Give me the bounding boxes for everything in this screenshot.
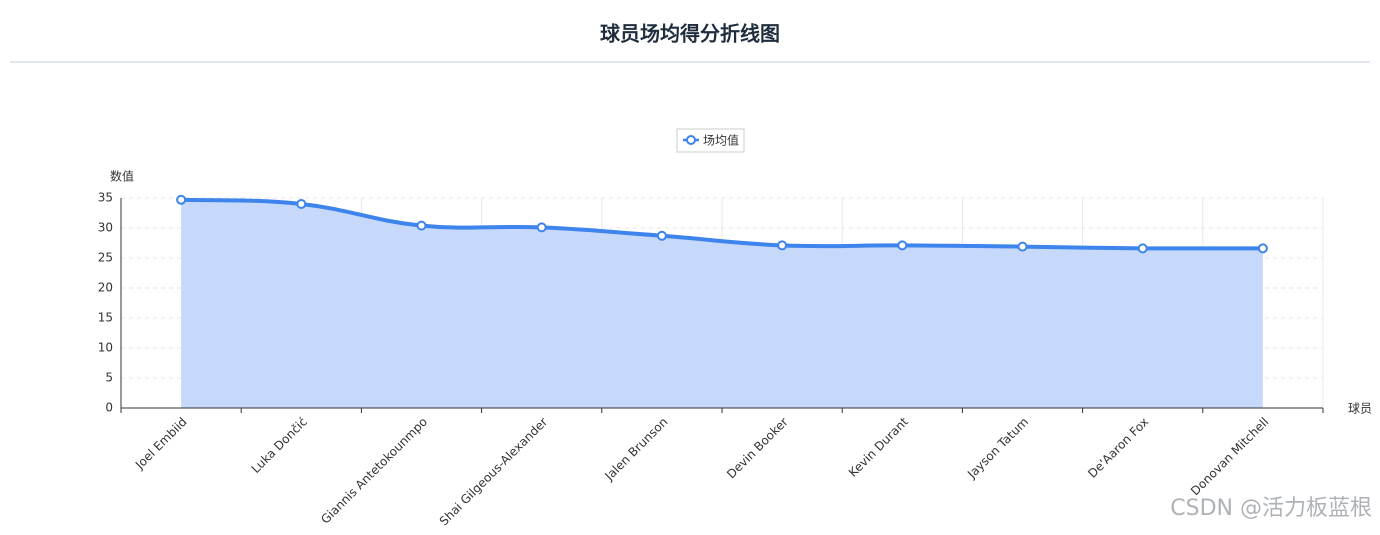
y-tick-label: 35: [98, 191, 113, 205]
point: [1017, 241, 1028, 252]
y-tick-label: 25: [98, 251, 113, 265]
legend-marker: [686, 135, 696, 145]
x-axis-title: 球员: [1348, 402, 1372, 416]
x-tick-label: Donovan Mitchell: [1188, 415, 1271, 498]
x-tick-label: Kevin Durant: [846, 414, 911, 479]
area: [181, 199, 1263, 408]
point: [777, 240, 788, 251]
x-tick-label: Jayson Tatum: [964, 415, 1031, 482]
point: [176, 194, 187, 205]
point: [296, 199, 307, 209]
legend-label: 场均值: [703, 133, 739, 148]
x-tick-label: Shai Gilgeous-Alexander: [437, 415, 551, 529]
x-tick-label: Jalen Brunson: [601, 415, 670, 484]
y-tick-label: 0: [105, 401, 113, 415]
line: [181, 197, 1263, 251]
point: [416, 220, 427, 231]
point: [656, 230, 667, 241]
watermark: CSDN @活力板蓝根: [1170, 496, 1372, 521]
point: [897, 240, 908, 251]
point: [1137, 243, 1148, 254]
y-tick-label: 15: [98, 311, 113, 325]
y-tick-label: 20: [98, 281, 113, 295]
y-tick-label: 30: [98, 221, 113, 235]
x-tick-label: De'Aaron Fox: [1085, 415, 1151, 481]
point: [536, 222, 547, 233]
y-axis-title: 数值: [110, 169, 134, 184]
page-title: 球员场均得分折线图: [600, 22, 780, 46]
x-tick-label: Giannis Antetokounmpo: [318, 415, 430, 527]
x-tick-label: Devin Booker: [724, 415, 791, 482]
point: [1257, 243, 1268, 254]
y-tick-label: 5: [105, 371, 113, 385]
x-tick-label: Luka Dončić: [249, 415, 310, 476]
y-tick-label: 10: [98, 341, 113, 355]
x-tick-label: Joel Embiid: [132, 415, 190, 473]
legend-box: [676, 128, 745, 153]
